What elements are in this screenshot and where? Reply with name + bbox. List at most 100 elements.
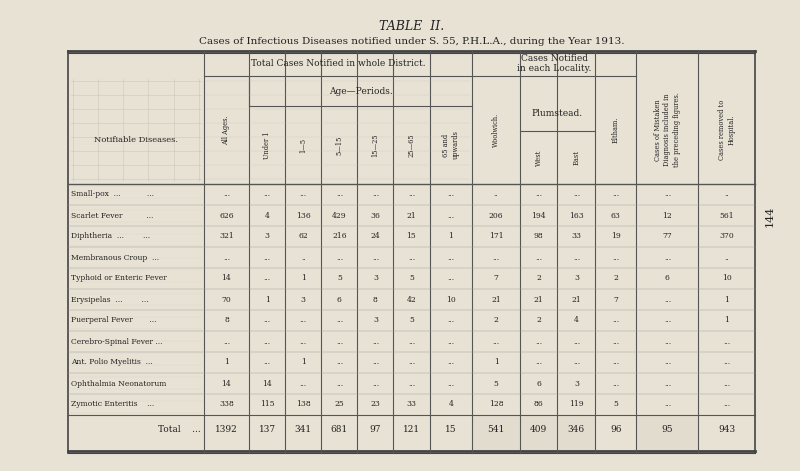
Text: 95: 95 (662, 425, 674, 435)
Text: Cases removed to
Hospital.: Cases removed to Hospital. (718, 100, 735, 160)
Text: ...: ... (573, 190, 580, 198)
Text: 3: 3 (265, 233, 270, 241)
Text: ..: .. (301, 253, 306, 261)
Text: ...: ... (447, 253, 454, 261)
Text: 3: 3 (373, 275, 378, 283)
Text: Membranous Croup  ...: Membranous Croup ... (71, 253, 159, 261)
Text: ...: ... (447, 317, 454, 325)
Text: 21: 21 (406, 211, 416, 219)
Text: 10: 10 (722, 275, 731, 283)
Text: 21: 21 (534, 295, 543, 303)
Text: ...: ... (336, 358, 343, 366)
Text: 561: 561 (719, 211, 734, 219)
Text: 1: 1 (494, 358, 498, 366)
Text: Notifiable Diseases.: Notifiable Diseases. (94, 136, 178, 144)
Text: 15—25: 15—25 (371, 133, 379, 157)
Text: 1: 1 (265, 295, 270, 303)
Text: East: East (572, 150, 580, 165)
Text: ...: ... (664, 190, 671, 198)
Text: ...: ... (300, 317, 307, 325)
Text: 626: 626 (219, 211, 234, 219)
Text: 1: 1 (224, 358, 229, 366)
Text: 5: 5 (409, 317, 414, 325)
Text: 216: 216 (332, 233, 346, 241)
Text: 21: 21 (571, 295, 582, 303)
Text: ...: ... (664, 380, 671, 388)
Text: 2: 2 (536, 317, 541, 325)
Text: 206: 206 (489, 211, 503, 219)
Text: 3: 3 (301, 295, 306, 303)
Text: Diphtheria  ...        ...: Diphtheria ... ... (71, 233, 150, 241)
Text: 370: 370 (719, 233, 734, 241)
Text: ...: ... (612, 338, 619, 346)
Text: 70: 70 (222, 295, 231, 303)
Text: 25—65: 25—65 (407, 133, 415, 157)
Text: 77: 77 (662, 233, 672, 241)
Text: Small-pox  ...           ...: Small-pox ... ... (71, 190, 154, 198)
Text: Cases of Mistaken
Diagnosis included in
the preceding figures.: Cases of Mistaken Diagnosis included in … (654, 93, 681, 167)
Text: 21: 21 (491, 295, 501, 303)
Text: ...: ... (372, 358, 379, 366)
Text: ...: ... (264, 190, 270, 198)
Text: ...: ... (372, 338, 379, 346)
Text: 86: 86 (534, 400, 543, 408)
Text: 5: 5 (337, 275, 342, 283)
Text: 24: 24 (370, 233, 380, 241)
Text: ...: ... (612, 380, 619, 388)
Text: ...: ... (535, 190, 542, 198)
Text: 138: 138 (296, 400, 310, 408)
Text: ...: ... (336, 190, 343, 198)
Text: ...: ... (723, 358, 730, 366)
Text: 429: 429 (332, 211, 346, 219)
Text: 115: 115 (260, 400, 274, 408)
Text: 98: 98 (534, 233, 543, 241)
Text: 2: 2 (494, 317, 498, 325)
Bar (473, 415, 520, 451)
Text: 341: 341 (294, 425, 312, 435)
Text: 943: 943 (718, 425, 735, 435)
Text: Eltham.: Eltham. (612, 117, 620, 143)
Text: 346: 346 (568, 425, 585, 435)
Text: ...: ... (664, 253, 671, 261)
Text: Puerperal Fever       ...: Puerperal Fever ... (71, 317, 157, 325)
Bar (558, 415, 595, 451)
Text: 119: 119 (569, 400, 584, 408)
Text: ...: ... (723, 338, 730, 346)
Text: ...: ... (336, 338, 343, 346)
Text: 171: 171 (489, 233, 503, 241)
Text: ...: ... (264, 358, 270, 366)
Text: ...: ... (493, 338, 500, 346)
Text: ...: ... (336, 317, 343, 325)
Text: 1: 1 (724, 295, 729, 303)
Text: ...: ... (664, 358, 671, 366)
Text: 5—15: 5—15 (335, 135, 343, 154)
Text: ...: ... (223, 253, 230, 261)
Text: 194: 194 (531, 211, 546, 219)
Text: 541: 541 (487, 425, 505, 435)
Text: 338: 338 (219, 400, 234, 408)
Text: 14: 14 (222, 275, 231, 283)
Text: ...: ... (612, 317, 619, 325)
Text: 1392: 1392 (215, 425, 238, 435)
Text: ...: ... (300, 338, 307, 346)
Text: ...: ... (612, 358, 619, 366)
Text: Plumstead.: Plumstead. (532, 109, 583, 118)
Text: 5: 5 (494, 380, 498, 388)
Text: 10: 10 (446, 295, 456, 303)
Text: ...: ... (664, 295, 671, 303)
Text: ...: ... (447, 190, 454, 198)
Text: ...: ... (300, 380, 307, 388)
Text: 3: 3 (373, 317, 378, 325)
Text: 97: 97 (370, 425, 381, 435)
Text: Scarlet Fever          ...: Scarlet Fever ... (71, 211, 154, 219)
Text: ...: ... (664, 400, 671, 408)
Text: ...: ... (447, 338, 454, 346)
Text: 1: 1 (724, 317, 729, 325)
Text: ...: ... (723, 400, 730, 408)
Text: 2: 2 (536, 275, 541, 283)
Text: ...: ... (408, 190, 415, 198)
Text: ...: ... (300, 190, 307, 198)
Text: Cases of Infectious Diseases notified under S. 55, P.H.L.A., during the Year 191: Cases of Infectious Diseases notified un… (198, 36, 624, 46)
Bar (637, 415, 698, 451)
Text: TABLE  II.: TABLE II. (379, 19, 444, 32)
